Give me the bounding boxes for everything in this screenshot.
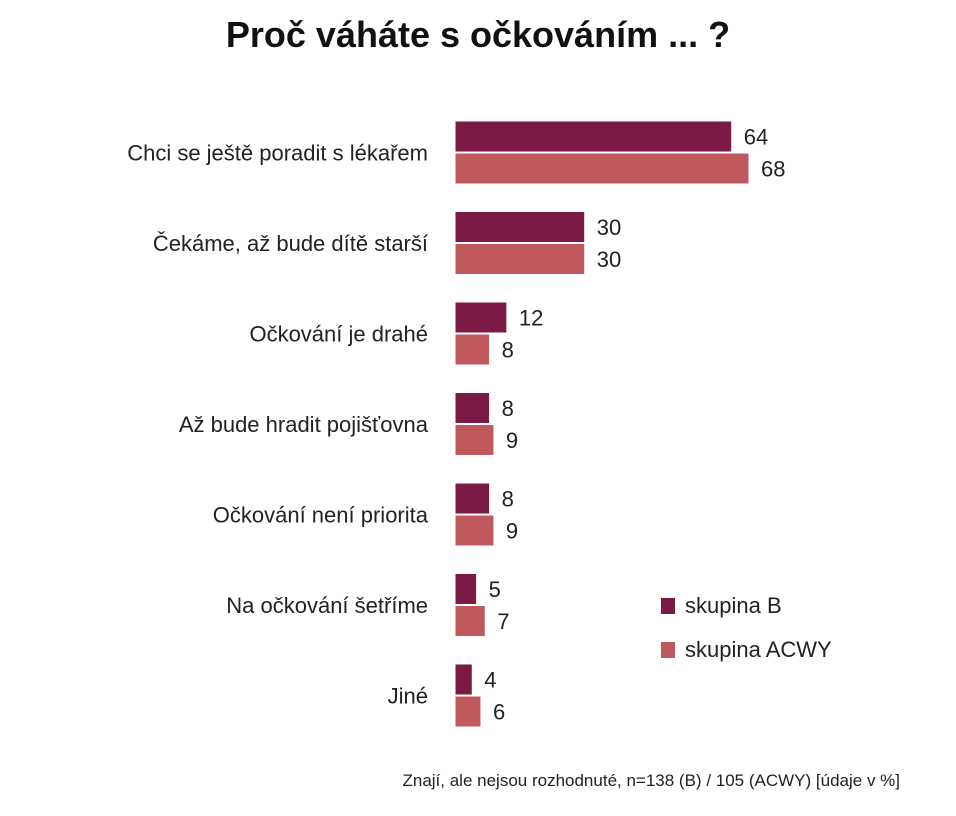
data-label: 4 (484, 668, 496, 693)
data-label: 68 (761, 157, 785, 182)
legend: skupina B skupina ACWY (661, 593, 832, 662)
category-label: Čekáme, až bude dítě starší (153, 231, 428, 256)
data-label: 9 (506, 519, 518, 544)
category-labels: Chci se ještě poradit s lékařem Čekáme, a… (127, 141, 429, 709)
data-label: 9 (506, 428, 518, 453)
bar-skupina-acwy (454, 333, 491, 366)
bar-skupina-b (454, 301, 508, 334)
category-label: Očkování je drahé (249, 322, 428, 347)
bar-skupina-b (454, 211, 586, 243)
data-label: 8 (502, 396, 514, 421)
bar-skupina-acwy (454, 424, 495, 456)
category-label: Jiné (388, 684, 428, 709)
bar-skupina-b (454, 663, 473, 696)
bar-skupina-b (454, 120, 733, 153)
category-label: Až bude hradit pojišťovna (179, 412, 429, 437)
legend-swatch (661, 642, 675, 658)
bar-skupina-acwy (454, 514, 495, 547)
legend-swatch (661, 598, 675, 614)
data-label: 30 (597, 215, 621, 240)
data-label: 30 (597, 247, 621, 272)
data-label: 6 (493, 700, 505, 725)
category-label: Na očkování šetříme (226, 593, 428, 618)
data-label: 12 (519, 306, 543, 331)
category-label: Očkování není priorita (213, 503, 429, 528)
bar-skupina-acwy (454, 605, 486, 637)
bar-skupina-b (454, 482, 491, 515)
bar-skupina-acwy (454, 695, 482, 728)
chart-footnote: Znají, ale nejsou rozhodnuté, n=138 (B) … (402, 771, 900, 790)
legend-label: skupina ACWY (685, 637, 832, 662)
bar-skupina-acwy (454, 243, 586, 275)
data-label: 8 (502, 338, 514, 363)
data-label: 64 (744, 125, 768, 150)
bar-skupina-b (454, 573, 478, 605)
bar-skupina-acwy (454, 152, 750, 185)
data-label: 7 (497, 609, 509, 634)
data-label: 8 (502, 487, 514, 512)
legend-label: skupina B (685, 593, 782, 618)
bar-skupina-b (454, 392, 491, 424)
data-label: 5 (489, 577, 501, 602)
category-label: Chci se ještě poradit s lékařem (127, 141, 428, 166)
chart-title: Proč váháte s očkováním ... ? (225, 14, 731, 55)
bars (454, 120, 750, 728)
